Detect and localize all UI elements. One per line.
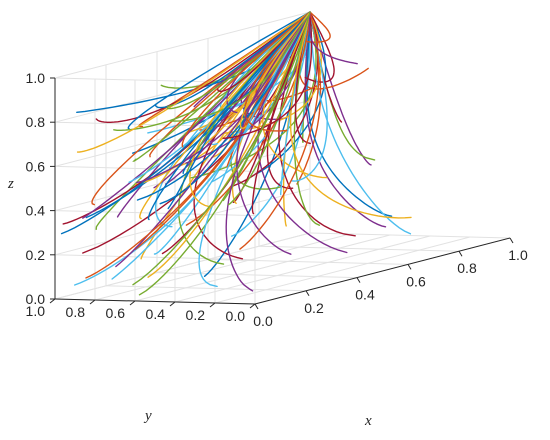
floor-grid-line [207,258,409,265]
x-tick-mark [254,303,259,310]
right-wall-grid-line [54,11,311,79]
trajectory-line [189,11,317,179]
right-wall-grid-line [54,188,311,256]
trajectory-line [222,11,322,135]
y-tick-mark [89,299,96,305]
y-axis-label: y [143,408,152,424]
y-tick-mark [249,303,256,309]
right-wall-grid-line [54,232,311,300]
axes [49,77,514,310]
trajectory-line [139,11,311,220]
trajectory-line [289,11,412,219]
trajectory-lines [60,11,412,296]
y-axis-line [54,298,256,305]
trajectory-line [309,11,412,235]
x-tick-mark [458,250,463,257]
y-tick-mark [209,302,216,308]
trajectory-line [127,11,311,130]
x-tick-label: 0.6 [406,273,426,289]
floor-grid-line [156,272,358,279]
y-tick-mark [49,298,56,304]
x-axis-label: x [364,413,372,429]
x-tick-label: 0.2 [304,300,324,316]
x-tick-mark [305,290,310,297]
z-tick-label: 0.0 [26,291,46,307]
floor-grid-line [134,234,391,302]
x-tick-mark [356,277,361,283]
x-tick-mark [407,264,412,270]
trajectory-line [181,11,311,148]
z-tick-label: 0.8 [26,114,46,130]
z-tick-label: 0.4 [26,203,46,219]
x-axis-line [254,237,511,305]
x-tick-label: 0.8 [457,260,477,276]
trajectory-line [154,11,311,109]
trajectory-line [140,11,311,260]
floor-grid-line [94,233,351,301]
trajectory-line [222,11,313,139]
floor-grid-line [258,245,460,252]
y-tick-label: 0.2 [186,307,206,323]
trajectory-line [198,11,311,288]
trajectory-line [189,11,311,208]
x-tick-label: 0.0 [253,313,273,329]
trajectory-line [244,11,311,132]
z-tick-label: 0.6 [26,158,46,174]
y-tick-label: 0.0 [226,308,246,324]
trajectory-line [306,11,393,217]
trajectory-line [290,11,328,182]
trajectory-line [225,11,311,292]
floor-grid-line [105,285,307,292]
x-tick-label: 1.0 [508,247,528,263]
trajectory-line [306,11,331,43]
trajectory-line [95,11,311,123]
left-wall-grid-line [54,254,256,261]
trajectory-line [236,11,311,255]
floor-grid-line [174,235,431,303]
trajectory-line [308,11,358,65]
floor-grid-line [214,236,471,304]
trajectory-line [239,11,311,129]
trajectory-line [132,11,311,286]
trajectory-line [147,11,311,278]
trajectory-line [251,11,311,215]
trajectory-line [169,11,311,122]
y-tick-mark [169,301,176,307]
y-tick-label: 0.6 [106,305,126,321]
z-tick-label: 0.2 [26,247,46,263]
y-tick-mark [129,300,136,306]
trajectory-line [76,11,311,153]
x-tick-mark [509,237,514,244]
x-tick-label: 0.4 [355,287,375,303]
trajectory-line [111,11,311,280]
trajectory-line [239,11,320,250]
z-axis-label: z [7,176,14,192]
y-tick-label: 0.8 [66,304,86,320]
z-tick-label: 1.0 [26,70,46,86]
y-tick-label: 0.4 [146,306,166,322]
trajectory-line [147,11,311,221]
y-tick-label: 1.0 [26,303,46,319]
left-wall-grid-line [54,210,256,217]
tick-labels: 0.00.20.40.60.81.00.00.20.40.60.81.00.00… [26,70,528,329]
